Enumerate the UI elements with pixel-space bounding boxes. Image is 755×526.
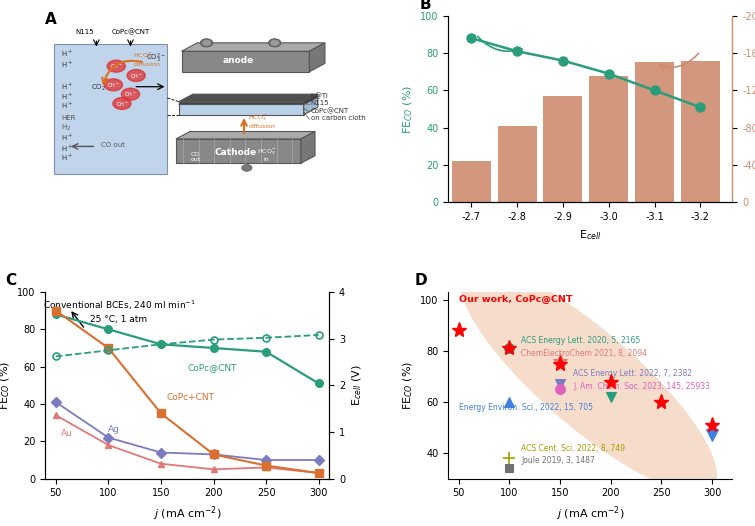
Polygon shape — [179, 105, 304, 115]
Y-axis label: FE$_{CO}$ (%): FE$_{CO}$ (%) — [0, 361, 11, 410]
Circle shape — [127, 69, 145, 82]
Polygon shape — [181, 51, 310, 72]
Text: J. Am. Chem. Soc. 2023, 145, 25933: J. Am. Chem. Soc. 2023, 145, 25933 — [573, 382, 710, 391]
Y-axis label: E$_{cell}$ (V): E$_{cell}$ (V) — [351, 365, 365, 406]
Bar — [635, 63, 674, 203]
X-axis label: $j$ (mA cm$^{-2}$): $j$ (mA cm$^{-2}$) — [556, 504, 624, 522]
Text: anode: anode — [223, 56, 254, 65]
Circle shape — [203, 41, 210, 45]
Text: OH$^-$: OH$^-$ — [124, 90, 137, 98]
Text: CoPc@CNT: CoPc@CNT — [187, 363, 237, 372]
Text: CO out: CO out — [100, 143, 125, 148]
Text: A: A — [45, 12, 57, 27]
Text: ChemElectroChem 2021, 8, 2094: ChemElectroChem 2021, 8, 2094 — [522, 349, 648, 358]
FancyBboxPatch shape — [54, 44, 168, 175]
Circle shape — [271, 41, 278, 45]
Text: ACS Energy Lett. 2022, 7, 2382: ACS Energy Lett. 2022, 7, 2382 — [573, 369, 692, 378]
Polygon shape — [181, 43, 325, 51]
Text: N115: N115 — [76, 29, 94, 35]
Polygon shape — [310, 43, 325, 72]
Text: on carbon cloth: on carbon cloth — [311, 115, 365, 122]
Text: N115: N115 — [311, 100, 329, 106]
Text: OH$^-$: OH$^-$ — [110, 62, 122, 70]
Circle shape — [112, 97, 131, 109]
Ellipse shape — [460, 265, 717, 493]
Polygon shape — [304, 94, 318, 105]
Text: CO$_2$: CO$_2$ — [91, 83, 106, 93]
Circle shape — [107, 60, 125, 72]
Text: Conventional BCEs, 240 ml min$^{-1}$: Conventional BCEs, 240 ml min$^{-1}$ — [42, 298, 196, 312]
Circle shape — [104, 79, 122, 91]
Text: H$^+$: H$^+$ — [61, 60, 73, 70]
Y-axis label: FE$_{CO}$ (%): FE$_{CO}$ (%) — [401, 85, 414, 134]
Text: HER: HER — [61, 115, 76, 122]
Text: OH$^-$: OH$^-$ — [130, 72, 143, 79]
X-axis label: E$_{cell}$: E$_{cell}$ — [579, 228, 602, 241]
Polygon shape — [179, 102, 304, 105]
Text: Our work, CoPc@CNT: Our work, CoPc@CNT — [458, 295, 572, 305]
Text: HCO$_3^-$
diffusion: HCO$_3^-$ diffusion — [134, 52, 160, 67]
Text: ACS Cent. Sci. 2022, 8, 749: ACS Cent. Sci. 2022, 8, 749 — [522, 443, 625, 452]
Text: CoPc+CNT: CoPc+CNT — [166, 393, 214, 402]
Text: 25 °C, 1 atm: 25 °C, 1 atm — [91, 315, 147, 324]
Bar — [681, 60, 720, 203]
Text: Energy Environ. Sci., 2022, 15, 705: Energy Environ. Sci., 2022, 15, 705 — [458, 402, 593, 412]
Text: H$^+$: H$^+$ — [61, 153, 73, 164]
Text: H$^+$: H$^+$ — [61, 133, 73, 143]
Bar — [452, 161, 491, 203]
Text: H$^+$: H$^+$ — [61, 92, 73, 102]
X-axis label: $j$ (mA cm$^{-2}$): $j$ (mA cm$^{-2}$) — [153, 504, 221, 522]
Circle shape — [200, 39, 213, 47]
Circle shape — [122, 88, 140, 100]
Text: H$^+$: H$^+$ — [61, 48, 73, 59]
Text: CO$_3^{2-}$: CO$_3^{2-}$ — [146, 52, 166, 65]
Bar — [589, 76, 628, 203]
Text: D: D — [414, 274, 427, 288]
Text: OH$^-$: OH$^-$ — [107, 81, 120, 89]
Polygon shape — [179, 97, 318, 105]
Text: H$^+$: H$^+$ — [61, 101, 73, 111]
Text: B: B — [420, 0, 432, 12]
Text: Ir@Ti: Ir@Ti — [311, 93, 328, 99]
Text: CoPc@CNT: CoPc@CNT — [311, 107, 349, 114]
Polygon shape — [304, 97, 318, 115]
Circle shape — [242, 165, 252, 171]
Bar — [544, 96, 582, 203]
Text: HCO$_3^-$
in: HCO$_3^-$ in — [257, 147, 277, 163]
Text: C: C — [5, 274, 17, 288]
Text: H$^+$: H$^+$ — [61, 144, 73, 154]
Text: Au: Au — [61, 429, 73, 438]
Text: OH$^-$: OH$^-$ — [116, 99, 128, 107]
Text: CoPc@CNT: CoPc@CNT — [111, 29, 149, 35]
Y-axis label: FE$_{CO}$ (%): FE$_{CO}$ (%) — [401, 361, 414, 410]
Text: ACS Energy Lett. 2020, 5, 2165: ACS Energy Lett. 2020, 5, 2165 — [522, 336, 641, 345]
Text: Ag: Ag — [109, 425, 120, 434]
Text: CO
out: CO out — [190, 151, 201, 163]
Bar — [498, 126, 537, 203]
Polygon shape — [300, 132, 315, 163]
Text: HCO$_3^-$
diffusion: HCO$_3^-$ diffusion — [248, 114, 275, 129]
Circle shape — [269, 39, 281, 47]
Text: Joule 2019, 3, 1487: Joule 2019, 3, 1487 — [522, 457, 596, 466]
Polygon shape — [176, 132, 315, 139]
Polygon shape — [176, 139, 300, 163]
Polygon shape — [179, 94, 318, 102]
Text: Cathode: Cathode — [214, 148, 257, 157]
Text: H$^+$: H$^+$ — [61, 82, 73, 93]
Text: H$_2$: H$_2$ — [61, 123, 71, 133]
